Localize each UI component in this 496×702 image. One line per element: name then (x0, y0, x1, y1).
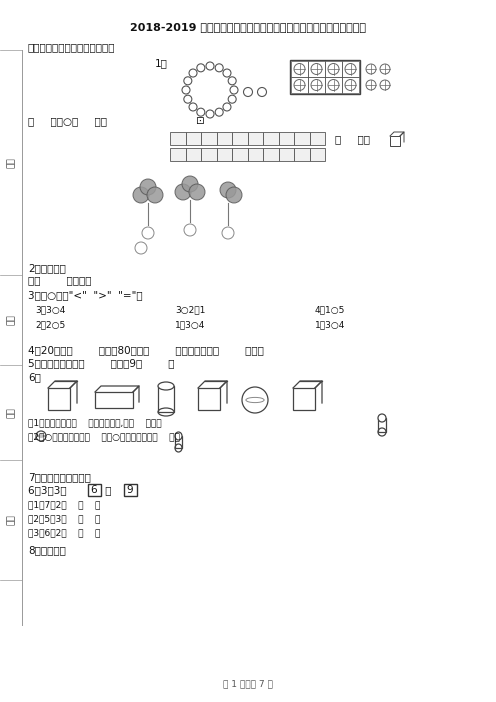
Text: （3）6＋2＝    ＋    ＝: （3）6＋2＝ ＋ ＝ (28, 528, 100, 537)
Bar (158, 386, 174, 412)
Bar (378, 418, 386, 432)
Text: ⊡: ⊡ (195, 116, 204, 126)
Bar (170, 132, 186, 145)
Text: 一、想一想，填一填（填空题）: 一、想一想，填一填（填空题） (28, 42, 116, 52)
Text: 3＋3○4: 3＋3○4 (35, 305, 65, 314)
Text: （2）○右边的一个是（    ）；○左边的一个是（    ）。: （2）○右边的一个是（ ）；○左边的一个是（ ）。 (28, 432, 180, 441)
Text: 5．最小的两位数是        ，它比9多        。: 5．最小的两位数是 ，它比9多 。 (28, 358, 175, 368)
Circle shape (140, 179, 156, 195)
Bar (186, 148, 201, 161)
Bar (310, 148, 325, 161)
Bar (48, 388, 70, 410)
Bar (263, 148, 278, 161)
Bar (216, 148, 232, 161)
Bar (88, 484, 101, 496)
Circle shape (189, 184, 205, 200)
Text: 姓名: 姓名 (6, 314, 15, 325)
Circle shape (147, 187, 163, 203)
Bar (216, 132, 232, 145)
Text: 6: 6 (90, 485, 97, 495)
Bar (293, 388, 315, 410)
Text: 6．: 6． (28, 372, 41, 382)
Text: 2＋2○5: 2＋2○5 (35, 320, 65, 329)
Bar (310, 132, 325, 145)
Text: 1．: 1． (155, 58, 168, 68)
Text: 4＋1○5: 4＋1○5 (315, 305, 345, 314)
Bar (248, 132, 263, 145)
Bar (308, 61, 325, 77)
Ellipse shape (175, 432, 182, 440)
Text: 6＋3＝3＋: 6＋3＝3＋ (28, 485, 70, 495)
Bar (232, 148, 248, 161)
Bar (278, 132, 294, 145)
Bar (342, 77, 359, 93)
Text: （1）7＋2＝    ＋    ＝: （1）7＋2＝ ＋ ＝ (28, 500, 100, 509)
Text: ＝: ＝ (102, 485, 115, 495)
Text: 题号: 题号 (6, 515, 15, 525)
Bar (278, 148, 294, 161)
Bar (390, 136, 400, 146)
Bar (325, 61, 342, 77)
Text: 一共        个气球．: 一共 个气球． (28, 275, 91, 285)
Circle shape (182, 176, 198, 192)
Text: 1＋3○4: 1＋3○4 (175, 320, 205, 329)
Circle shape (175, 184, 191, 200)
Bar (290, 60, 360, 94)
Bar (294, 132, 310, 145)
Bar (294, 148, 310, 161)
Text: 班级: 班级 (6, 407, 15, 418)
Text: 4．20里面有        个十，80里面有        个十，合起来是        个十。: 4．20里面有 个十，80里面有 个十，合起来是 个十。 (28, 345, 264, 355)
Bar (325, 77, 342, 93)
Text: 分数: 分数 (6, 157, 15, 168)
Text: （2）5＋3＝    ＋    ＝: （2）5＋3＝ ＋ ＝ (28, 514, 100, 523)
Bar (95, 392, 133, 408)
Text: 3．在○中填"<"  ">"  "="。: 3．在○中填"<" ">" "="。 (28, 290, 143, 300)
Text: 7．照例子，填一填．: 7．照例子，填一填． (28, 472, 91, 482)
Bar (186, 132, 201, 145)
Bar (248, 148, 263, 161)
Text: （1）从左数起第（    ）个是长方体,第（    ）个是: （1）从左数起第（ ）个是长方体,第（ ）个是 (28, 418, 162, 427)
Text: 3○2＋1: 3○2＋1 (175, 305, 205, 314)
Bar (170, 148, 186, 161)
Bar (201, 148, 216, 161)
Bar (201, 132, 216, 145)
Bar (291, 77, 308, 93)
Bar (232, 132, 248, 145)
Circle shape (133, 187, 149, 203)
Text: 8．数一数。: 8．数一数。 (28, 545, 66, 555)
Text: （     ）个: （ ）个 (335, 134, 370, 144)
Bar (291, 61, 308, 77)
Bar (308, 77, 325, 93)
Text: 1＋3○4: 1＋3○4 (315, 320, 345, 329)
Text: （     ）个○（     ）块: （ ）个○（ ）块 (28, 116, 107, 126)
Ellipse shape (158, 382, 174, 390)
Text: 第 1 页，共 7 页: 第 1 页，共 7 页 (223, 679, 273, 688)
Bar (342, 61, 359, 77)
Text: 2．数一数．: 2．数一数． (28, 263, 66, 273)
Ellipse shape (378, 414, 386, 422)
Circle shape (226, 187, 242, 203)
Text: 9: 9 (126, 485, 132, 495)
Bar (175, 436, 182, 448)
Text: 2018-2019 年吉林油田松江小学一年级上册数学模拟期末测试无答案: 2018-2019 年吉林油田松江小学一年级上册数学模拟期末测试无答案 (130, 22, 366, 32)
Bar (198, 388, 220, 410)
Bar (263, 132, 278, 145)
Circle shape (220, 182, 236, 198)
Bar (124, 484, 137, 496)
